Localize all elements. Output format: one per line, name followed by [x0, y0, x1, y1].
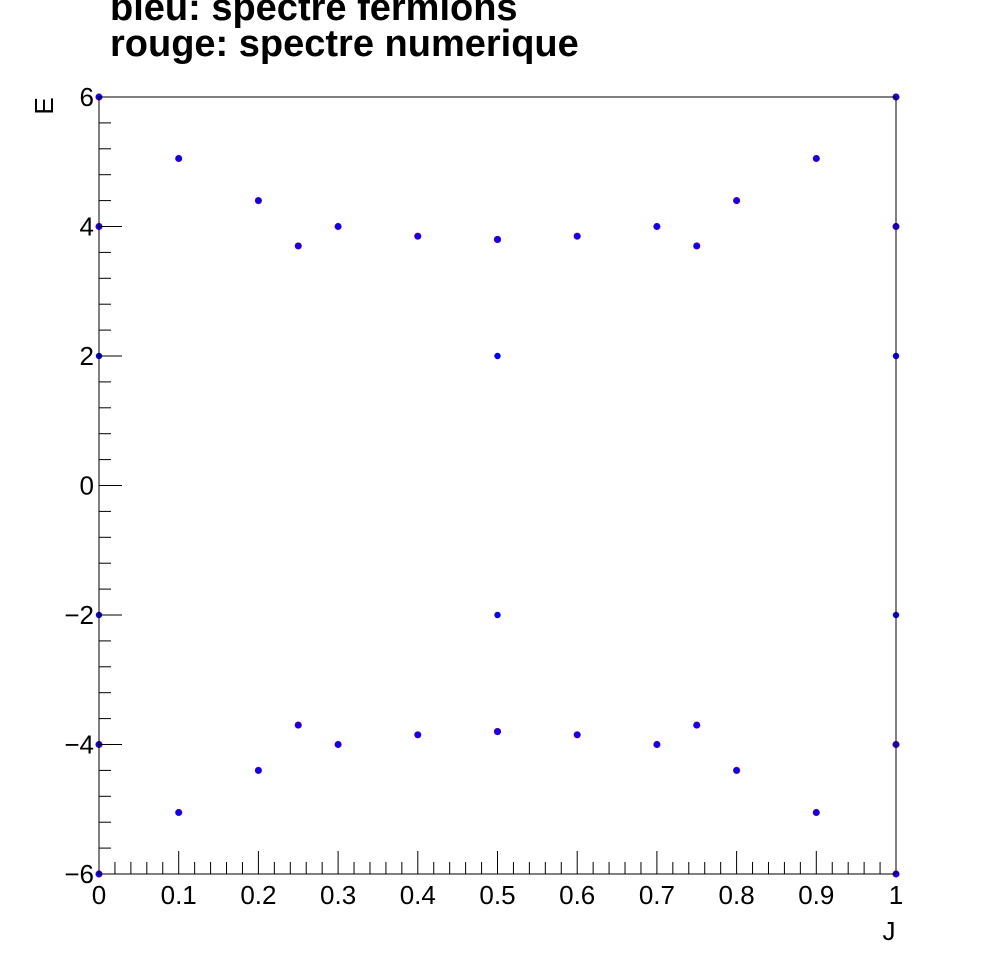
x-tick-label: 0	[92, 880, 106, 910]
data-point	[175, 155, 182, 162]
chart-title-line-1: bleu: spectre fermions	[110, 0, 518, 29]
y-tick-label: −6	[64, 859, 94, 889]
data-point	[813, 809, 820, 816]
data-points-layer	[95, 93, 900, 878]
data-point	[494, 236, 501, 243]
y-tick-label: 6	[80, 82, 94, 112]
data-point	[693, 242, 700, 250]
x-tick-label: 0.4	[400, 880, 436, 910]
x-tick-label: 0.1	[161, 880, 197, 910]
axes-layer: 0 0.1 0.2 0.3 0.4 0.5 0.6 0.7 0.8 0.9 1 −6 −4 −2 0 2 4 6	[64, 82, 903, 910]
data-point	[693, 721, 700, 729]
y-tick-label: 4	[80, 212, 94, 242]
data-point	[175, 809, 182, 816]
data-point	[494, 352, 501, 360]
x-axis-title: J	[883, 916, 896, 946]
x-tick-label: 0.6	[559, 880, 595, 910]
data-point	[295, 721, 302, 729]
data-point	[334, 741, 342, 748]
data-point	[733, 197, 740, 204]
data-point	[813, 155, 820, 162]
chart-title-line-2: rouge: spectre numerique	[110, 23, 579, 65]
data-point	[494, 611, 501, 619]
data-point	[494, 728, 501, 735]
data-point	[295, 242, 302, 250]
series-0-points	[95, 93, 900, 878]
y-tick-label: −2	[64, 600, 94, 630]
data-point	[255, 197, 262, 204]
plot-frame	[98, 96, 897, 875]
y-axis-title: E	[29, 97, 59, 114]
x-tick-label: 0.7	[639, 880, 675, 910]
x-tick-label: 0.2	[240, 880, 276, 910]
series-1-points	[95, 93, 900, 878]
data-point	[574, 731, 581, 738]
x-tick-label: 0.8	[719, 880, 755, 910]
data-point	[653, 223, 661, 230]
y-tick-label: 2	[80, 341, 94, 371]
x-tick-label: 0.5	[479, 880, 515, 910]
y-tick-label: 0	[80, 471, 94, 501]
data-point	[414, 233, 421, 240]
x-tick-label: 0.3	[320, 880, 356, 910]
y-tick-label: −4	[64, 730, 94, 760]
x-tick-label: 0.9	[798, 880, 834, 910]
data-point	[733, 767, 740, 774]
data-point	[574, 233, 581, 240]
data-point	[255, 767, 262, 774]
x-tick-label: 1	[889, 880, 903, 910]
data-point	[653, 741, 661, 748]
data-point	[334, 223, 342, 230]
data-point	[414, 731, 421, 738]
